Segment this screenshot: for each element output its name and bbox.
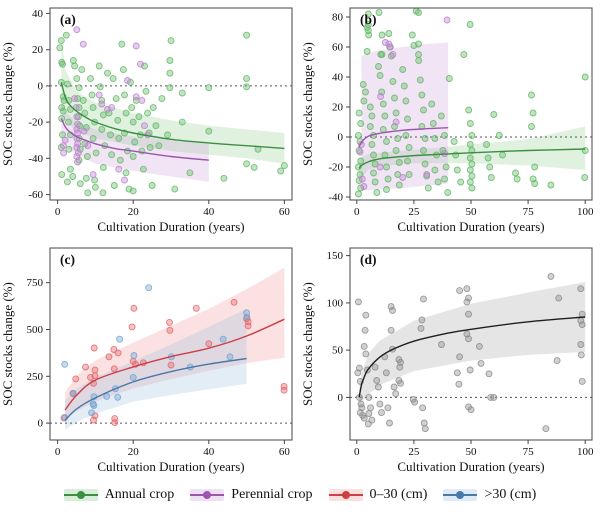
panel-a-label: (a) [60,12,76,27]
svg-text:25: 25 [408,446,420,458]
svg-text:40: 40 [32,8,44,20]
svg-text:0: 0 [354,206,360,218]
panel-b-y-axis-title: SOC stocks change (%) [300,42,315,166]
legend: Annual crop Perennial crop 0–30 (cm) >30… [0,480,600,513]
legend-label-annual-crop: Annual crop [104,486,175,502]
svg-text:20: 20 [332,102,344,114]
svg-text:20: 20 [32,44,44,56]
panel-b-label: (b) [360,12,377,27]
panel-d-label: (d) [360,252,377,267]
svg-text:60: 60 [279,206,291,218]
legend-item-gt-30-cm: >30 (cm) [443,487,536,503]
legend-key-0-30-cm-icon [328,488,363,502]
svg-text:0: 0 [338,132,344,144]
svg-text:60: 60 [279,446,291,458]
svg-text:40: 40 [332,72,344,84]
legend-item-perennial-crop: Perennial crop [190,486,313,503]
svg-text:50: 50 [332,345,344,357]
svg-text:0: 0 [338,392,344,404]
legend-item-annual-crop: Annual crop [63,486,175,503]
svg-text:0: 0 [55,206,61,218]
svg-text:0: 0 [55,446,61,458]
svg-text:-20: -20 [328,162,343,174]
panel-d-y-axis-title: SOC stocks change (%) [300,282,315,406]
panel-c-label: (c) [60,252,75,267]
panel-a: (a) SOC stocks change (%) 0 20 40 60 -60 -40 -… [0,0,300,240]
svg-text:0: 0 [354,446,360,458]
svg-text:750: 750 [27,277,44,289]
svg-text:60: 60 [332,42,344,54]
svg-text:75: 75 [523,206,535,218]
svg-text:-60: -60 [28,189,43,201]
svg-text:250: 250 [27,371,44,383]
svg-text:100: 100 [327,297,344,309]
svg-text:40: 40 [203,206,215,218]
panel-c: (c) SOC stocks change (%) 0 20 40 60 0 250 500… [0,240,300,480]
legend-label-0-30-cm: 0–30 (cm) [369,486,428,502]
svg-text:-40: -40 [28,153,43,165]
legend-label-perennial-crop: Perennial crop [231,486,313,502]
svg-text:0: 0 [38,80,44,92]
svg-text:-40: -40 [328,192,343,204]
svg-text:100: 100 [577,206,594,218]
panel-c-y-axis-title: SOC stocks change (%) [0,282,15,406]
svg-text:50: 50 [466,206,478,218]
legend-item-0-30-cm: 0–30 (cm) [328,486,428,503]
svg-text:40: 40 [203,446,215,458]
legend-label-gt-30-cm: >30 (cm) [484,486,537,502]
svg-text:-20: -20 [28,117,43,129]
panel-c-x-axis-title: Cultivation Duration (years) [97,459,245,474]
panel-a-plot: 0 20 40 60 -60 -40 -20 0 20 40 [28,7,293,218]
svg-text:75: 75 [523,446,535,458]
legend-key-perennial-crop-icon [190,488,225,502]
svg-text:25: 25 [408,206,420,218]
svg-text:150: 150 [327,250,344,262]
panel-b-x-axis-title: Cultivation Duration (years) [397,219,545,234]
svg-text:0: 0 [38,418,44,430]
panel-a-y-axis-title: SOC stocks change (%) [0,42,15,166]
panel-d: (d) SOC stocks change (%) 0 25 50 75 100 0 50 1… [300,240,600,480]
svg-text:50: 50 [466,446,478,458]
panel-d-x-axis-title: Cultivation Duration (years) [397,459,545,474]
panel-a-x-axis-title: Cultivation Duration (years) [97,219,245,234]
svg-text:100: 100 [577,446,594,458]
panel-c-plot: 0 20 40 60 0 250 500 750 [27,247,293,458]
legend-key-annual-crop-icon [63,488,98,502]
panel-b-plot: 0 25 50 75 100 -40 -20 0 20 40 60 80 [328,7,594,218]
svg-text:80: 80 [332,12,344,24]
svg-text:20: 20 [128,206,140,218]
svg-text:20: 20 [128,446,140,458]
panel-d-plot: 0 25 50 75 100 0 50 100 150 [327,247,594,458]
panel-b: (b) SOC stocks change (%) 0 25 50 75 100 -40 -… [300,0,600,240]
legend-key-gt-30-cm-icon [443,488,478,502]
svg-text:500: 500 [27,324,44,336]
